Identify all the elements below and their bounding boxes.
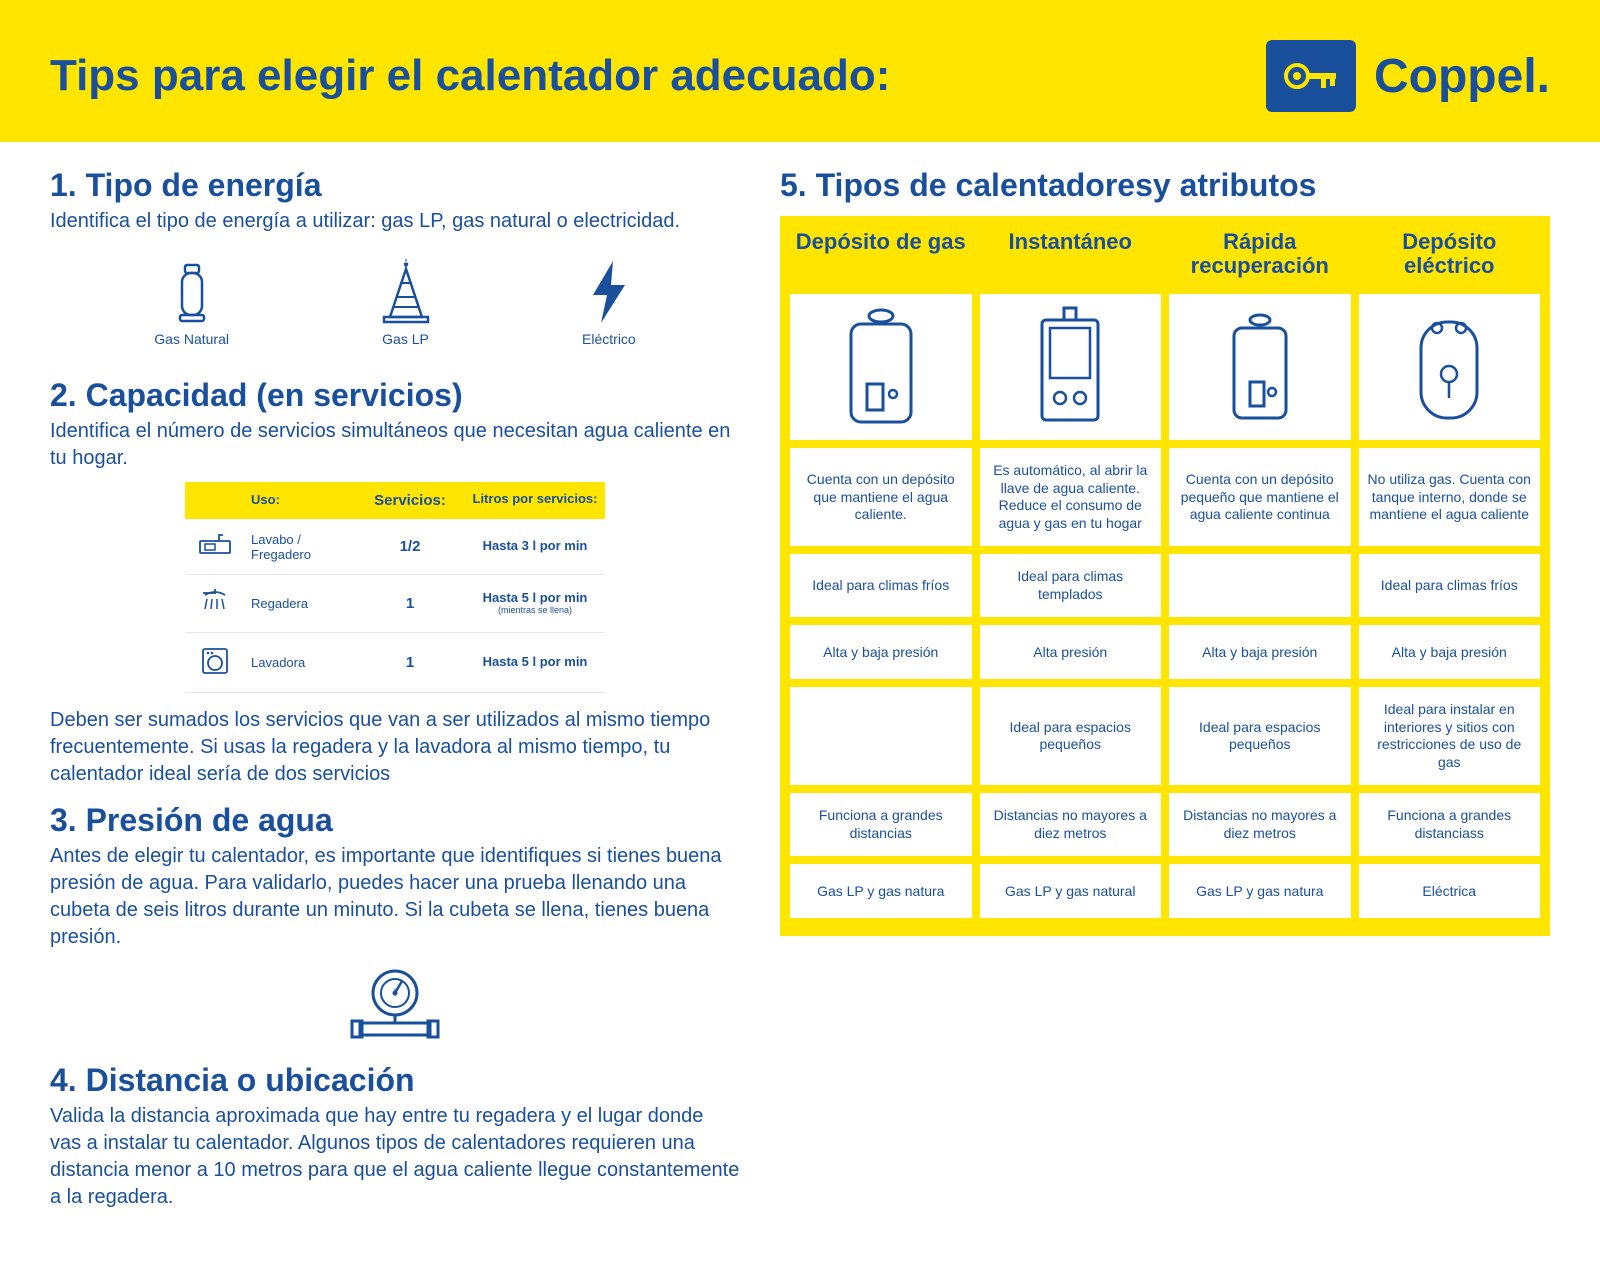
cell: Alta y baja presión	[1169, 625, 1351, 679]
section4-sub: Valida la distancia aproximada que hay e…	[50, 1103, 740, 1211]
col-header: Rápida recuperación	[1169, 226, 1351, 286]
bolt-icon	[582, 255, 636, 325]
heater-rapid-icon	[1169, 294, 1351, 440]
col-header: Depósito de gas	[790, 226, 972, 286]
cell: Cuenta con un depósito que mantiene el a…	[790, 448, 972, 546]
cell: Distancias no mayores a diez metros	[980, 793, 1162, 856]
cell: Ideal para espacios pequeños	[980, 687, 1162, 785]
capacity-table-head: Uso: Servicios: Litros por servicios:	[185, 482, 605, 519]
cell: Distancias no mayores a diez metros	[1169, 793, 1351, 856]
capacity-table: Uso: Servicios: Litros por servicios: La…	[185, 482, 605, 693]
gas-rig-icon	[378, 255, 434, 325]
section2-sub: Identifica el número de servicios simult…	[50, 418, 740, 472]
section5-title: 5. Tipos de calentadoresy atributos	[780, 167, 1550, 204]
cell: No utiliza gas. Cuenta con tanque intern…	[1359, 448, 1541, 546]
grid-row: Alta y baja presión Alta presión Alta y …	[790, 625, 1540, 679]
pressure-gauge-icon	[50, 961, 740, 1048]
cell: Gas LP y gas natura	[790, 864, 972, 918]
section3-title: 3. Presión de agua	[50, 802, 740, 839]
energy-gas-natural: Gas Natural	[154, 255, 229, 347]
energy-types-row: Gas Natural Gas LP	[50, 245, 740, 363]
col-header: Depósito eléctrico	[1359, 226, 1541, 286]
key-icon	[1266, 40, 1356, 112]
header-banner: Tips para elegir el calentador adecuado:…	[0, 0, 1600, 142]
right-column: 5. Tipos de calentadoresy atributos Depó…	[780, 167, 1550, 1221]
grid-row: Funciona a grandes distancias Distancias…	[790, 793, 1540, 856]
heater-instant-icon	[980, 294, 1162, 440]
brand-block: Coppel.	[1266, 40, 1550, 112]
cell: Ideal para climas fríos	[1359, 554, 1541, 617]
cell: Ideal para instalar en interiores y siti…	[1359, 687, 1541, 785]
heater-electric-icon	[1359, 294, 1541, 440]
cell: Es automático, al abrir la llave de agua…	[980, 448, 1162, 546]
cell	[1169, 554, 1351, 617]
cell: Alta y baja presión	[1359, 625, 1541, 679]
cell: Alta presión	[980, 625, 1162, 679]
grid-head: Depósito de gas Instantáneo Rápida recup…	[790, 226, 1540, 286]
shower-icon	[185, 575, 245, 632]
cell: Funciona a grandes distanciass	[1359, 793, 1541, 856]
section2-title: 2. Capacidad (en servicios)	[50, 377, 740, 414]
cell: Ideal para climas templados	[980, 554, 1162, 617]
section3-sub: Antes de elegir tu calentador, es import…	[50, 843, 740, 951]
grid-row: Ideal para espacios pequeños Ideal para …	[790, 687, 1540, 785]
cell: Gas LP y gas natura	[1169, 864, 1351, 918]
col-header: Instantáneo	[980, 226, 1162, 286]
brand-name: Coppel.	[1374, 49, 1550, 104]
cell	[790, 687, 972, 785]
cell: Cuenta con un depósito pequeño que manti…	[1169, 448, 1351, 546]
heater-gastank-icon	[790, 294, 972, 440]
section1-sub: Identifica el tipo de energía a utilizar…	[50, 208, 740, 235]
table-row: Lavabo / Fregadero 1/2 Hasta 3 l por min	[185, 519, 605, 575]
energy-electric: Eléctrico	[582, 255, 636, 347]
heater-types-grid: Depósito de gas Instantáneo Rápida recup…	[780, 216, 1550, 936]
energy-label: Gas Natural	[154, 331, 229, 347]
cell: Gas LP y gas natural	[980, 864, 1162, 918]
grid-row: Ideal para climas fríos Ideal para clima…	[790, 554, 1540, 617]
section4-title: 4. Distancia o ubicación	[50, 1062, 740, 1099]
cell: Alta y baja presión	[790, 625, 972, 679]
cell: Ideal para climas fríos	[790, 554, 972, 617]
section1-title: 1. Tipo de energía	[50, 167, 740, 204]
sink-icon	[185, 519, 245, 574]
grid-row-illustrations	[790, 294, 1540, 440]
energy-label: Gas LP	[378, 331, 434, 347]
gas-tank-icon	[154, 255, 229, 325]
section2-note: Deben ser sumados los servicios que van …	[50, 707, 740, 788]
grid-row: Cuenta con un depósito que mantiene el a…	[790, 448, 1540, 546]
table-row: Lavadora 1 Hasta 5 l por min	[185, 633, 605, 693]
table-row: Regadera 1 Hasta 5 l por min(mientras se…	[185, 575, 605, 633]
energy-label: Eléctrico	[582, 331, 636, 347]
grid-row: Gas LP y gas natura Gas LP y gas natural…	[790, 864, 1540, 918]
page-title: Tips para elegir el calentador adecuado:	[50, 51, 890, 101]
cell: Funciona a grandes distancias	[790, 793, 972, 856]
energy-gas-lp: Gas LP	[378, 255, 434, 347]
washer-icon	[185, 633, 245, 692]
left-column: 1. Tipo de energía Identifica el tipo de…	[50, 167, 740, 1221]
cell: Ideal para espacios pequeños	[1169, 687, 1351, 785]
cell: Eléctrica	[1359, 864, 1541, 918]
